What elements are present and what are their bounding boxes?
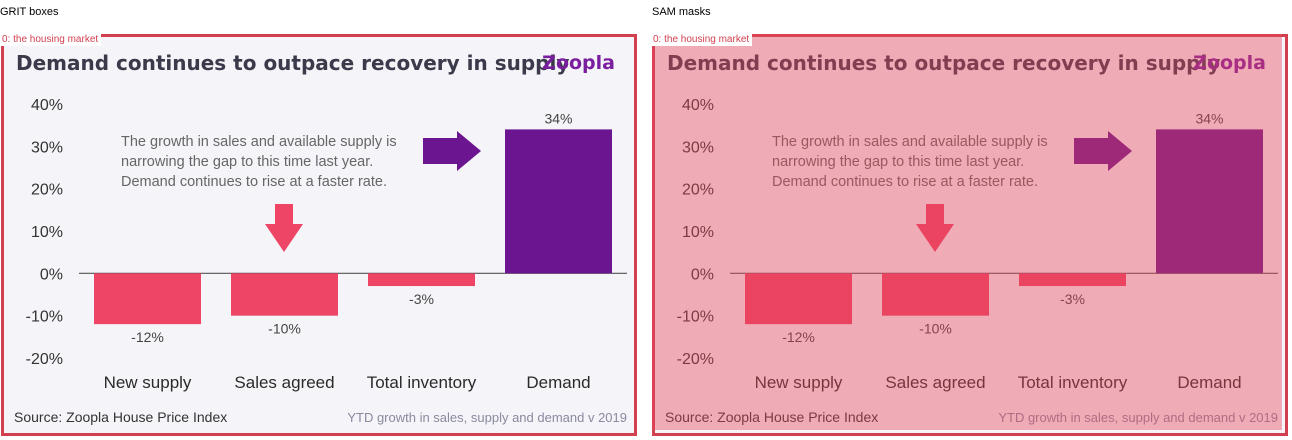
category-label: Sales agreed: [885, 373, 985, 392]
category-label: New supply: [755, 373, 843, 392]
bar-new-supply: [745, 273, 852, 325]
arrow-down-icon: [916, 204, 954, 252]
category-label: New supply: [104, 373, 192, 392]
chart-svg: Demand continues to outpace recovery in …: [665, 51, 1278, 425]
box-tag: 0: the housing market: [652, 34, 753, 46]
data-label: 34%: [544, 110, 572, 126]
annotation-text: narrowing the gap to this time last year…: [121, 154, 373, 170]
annotation-text: The growth in sales and available supply…: [121, 134, 397, 150]
box-tag: 0: the housing market: [1, 34, 102, 46]
y-tick-label: 30%: [31, 139, 63, 156]
category-label: Total inventory: [1018, 373, 1128, 392]
panel-label: GRIT boxes: [0, 6, 59, 18]
data-label: -3%: [1060, 291, 1085, 307]
data-label: -10%: [919, 321, 952, 337]
chart-panel-grit: Demand continues to outpace recovery in …: [1, 34, 637, 436]
bar-sales-agreed: [882, 273, 989, 316]
data-label: -12%: [782, 329, 815, 345]
caption-text: YTD growth in sales, supply and demand v…: [347, 410, 627, 425]
category-label: Total inventory: [367, 373, 477, 392]
annotation-text: narrowing the gap to this time last year…: [772, 154, 1024, 170]
annotation-text: Demand continues to rise at a faster rat…: [772, 174, 1038, 190]
y-tick-label: 30%: [682, 139, 714, 156]
data-label: -3%: [409, 291, 434, 307]
chart-svg: Demand continues to outpace recovery in …: [14, 51, 627, 425]
y-tick-label: -10%: [26, 309, 63, 326]
arrow-right-icon: [1074, 131, 1132, 171]
data-label: -12%: [131, 329, 164, 345]
data-label: 34%: [1195, 110, 1223, 126]
category-label: Demand: [526, 373, 590, 392]
y-tick-label: 0%: [40, 266, 63, 283]
source-text: Source: Zoopla House Price Index: [14, 409, 227, 425]
arrow-down-icon: [265, 204, 303, 252]
annotation-text: Demand continues to rise at a faster rat…: [121, 174, 387, 190]
source-text: Source: Zoopla House Price Index: [665, 409, 878, 425]
mask-overlay: [652, 34, 1282, 430]
caption-text: YTD growth in sales, supply and demand v…: [998, 410, 1278, 425]
y-tick-label: -20%: [677, 351, 714, 368]
annotation-text: The growth in sales and available supply…: [772, 134, 1048, 150]
y-tick-label: 20%: [682, 182, 714, 199]
bar-demand: [1156, 129, 1263, 274]
y-tick-label: 10%: [31, 224, 63, 241]
data-label: -10%: [268, 321, 301, 337]
category-label: Demand: [1177, 373, 1241, 392]
arrow-right-icon: [423, 131, 481, 171]
y-tick-label: 40%: [682, 97, 714, 114]
y-tick-label: -10%: [677, 309, 714, 326]
bar-total-inventory: [1019, 273, 1126, 287]
zoopla-logo: Zoopla: [542, 52, 615, 74]
bar-total-inventory: [368, 273, 475, 287]
y-tick-label: 0%: [691, 266, 714, 283]
chart-title: Demand continues to outpace recovery in …: [667, 51, 1220, 75]
y-tick-label: 40%: [31, 97, 63, 114]
zoopla-logo: Zoopla: [1193, 52, 1266, 74]
chart-title: Demand continues to outpace recovery in …: [16, 51, 569, 75]
y-tick-label: 10%: [682, 224, 714, 241]
y-tick-label: -20%: [26, 351, 63, 368]
bar-new-supply: [94, 273, 201, 325]
bar-sales-agreed: [231, 273, 338, 316]
y-tick-label: 20%: [31, 182, 63, 199]
category-label: Sales agreed: [234, 373, 334, 392]
chart-panel-sam: Demand continues to outpace recovery in …: [652, 34, 1288, 436]
panel-label: SAM masks: [652, 6, 711, 18]
bar-demand: [505, 129, 612, 274]
